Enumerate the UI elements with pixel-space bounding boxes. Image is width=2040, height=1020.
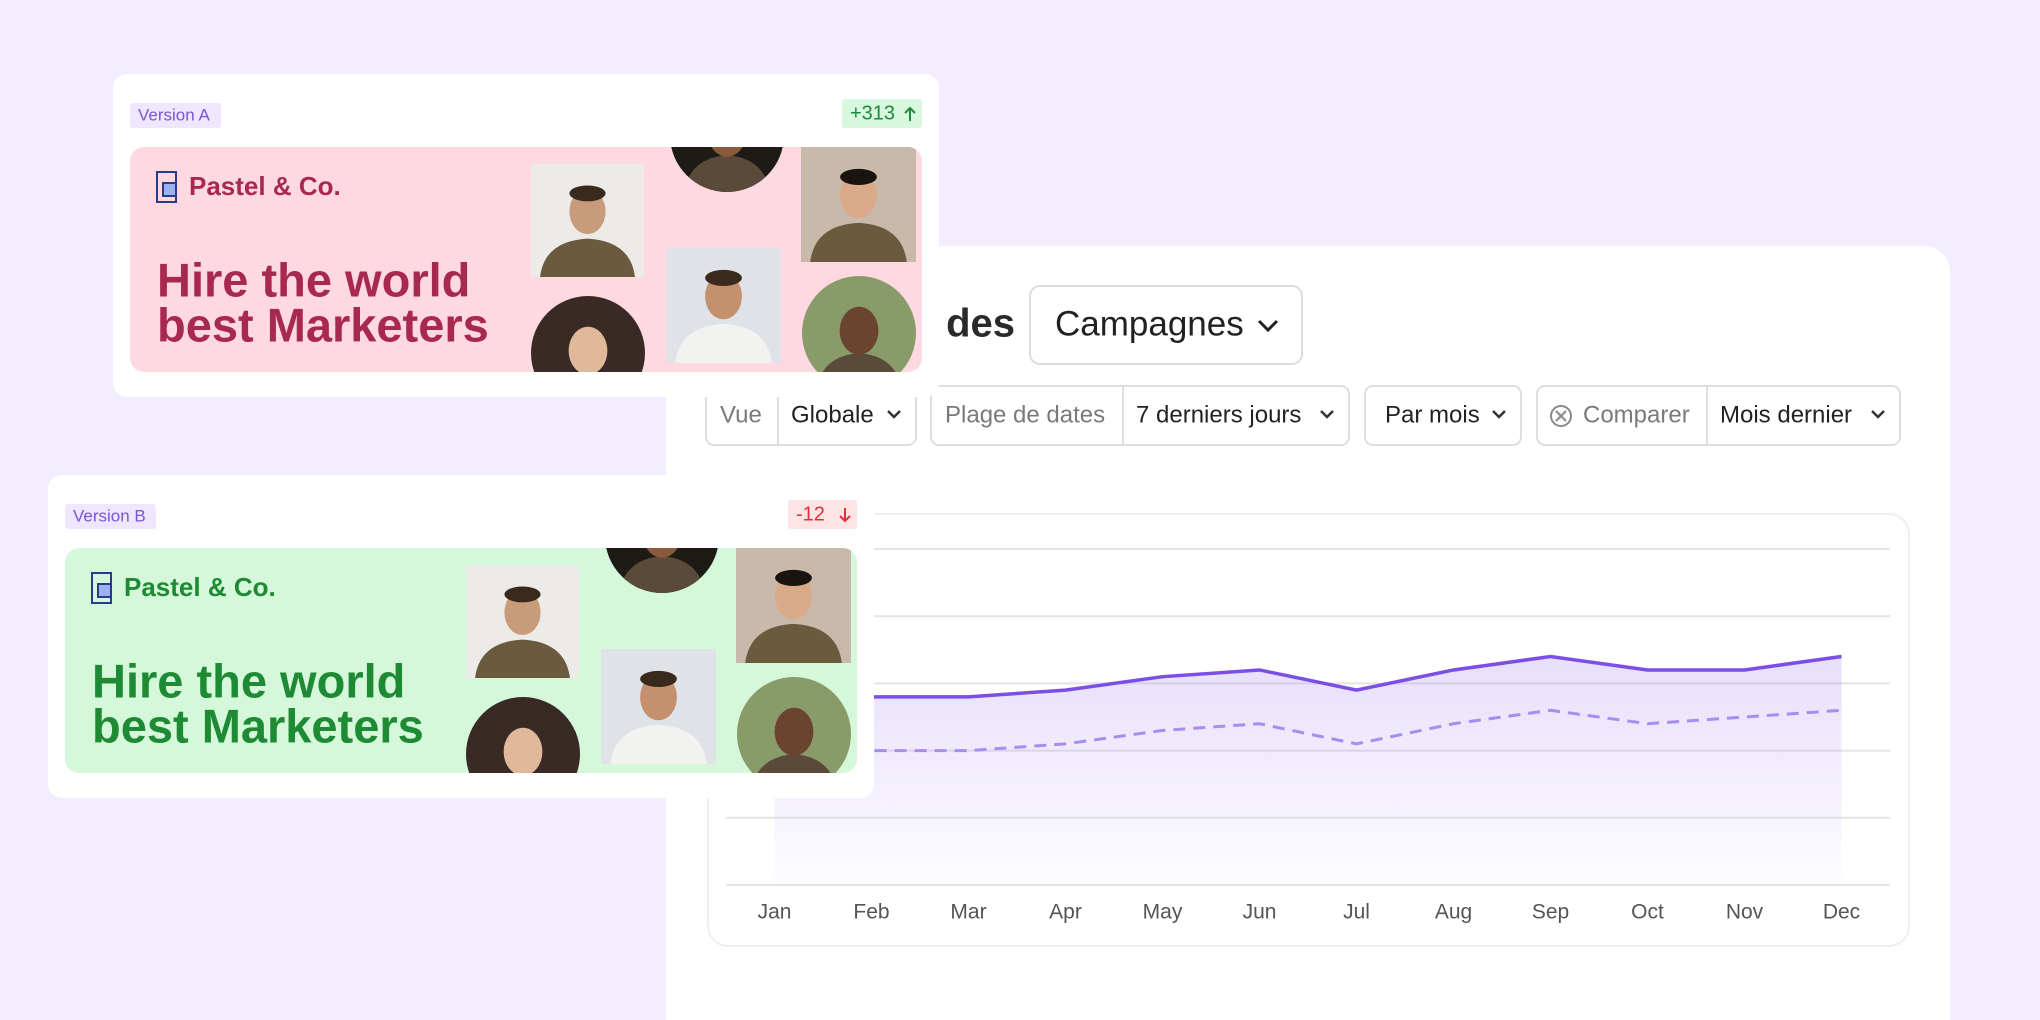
filter-value[interactable]: Globale xyxy=(791,401,874,428)
brand: Pastel & Co. xyxy=(124,572,276,602)
logo-icon xyxy=(97,583,112,598)
x-tick-label: Jul xyxy=(1343,901,1370,924)
photo xyxy=(670,147,784,192)
version-tag xyxy=(130,103,221,128)
photos xyxy=(531,147,916,372)
brand: Pastel & Co. xyxy=(189,171,341,201)
photo xyxy=(605,548,719,593)
filter-group[interactable] xyxy=(1364,385,1522,446)
filter-label: Comparer xyxy=(1583,401,1690,428)
x-tick-label: Aug xyxy=(1435,901,1472,924)
body xyxy=(752,754,836,773)
hair xyxy=(569,185,606,202)
close-icon xyxy=(1555,410,1567,422)
body xyxy=(745,623,842,663)
headline: Hire the world xyxy=(157,253,470,306)
photo xyxy=(531,164,644,277)
arrow-icon xyxy=(904,106,916,121)
dashboard-title: des xyxy=(946,302,1015,346)
headline: best Marketers xyxy=(92,699,424,752)
photo-person xyxy=(503,727,543,773)
ad-card: Version B -12 Pastel & Co. Hire the worldbe… xyxy=(48,475,874,798)
photo xyxy=(466,697,580,773)
headline: best Marketers xyxy=(157,298,489,351)
x-tick-label: Oct xyxy=(1631,901,1664,924)
x-tick-label: Jan xyxy=(758,901,792,924)
x-tick-label: May xyxy=(1143,901,1183,924)
chevron xyxy=(887,410,901,419)
hair xyxy=(640,670,677,687)
ad-card: Version A +313 Pastel & Co. Hire the worldb… xyxy=(113,74,939,397)
head xyxy=(839,306,879,355)
filter-group[interactable] xyxy=(930,385,1350,446)
change-badge xyxy=(788,500,857,529)
body xyxy=(620,556,704,593)
photo-person xyxy=(685,147,769,192)
change-value: -12 xyxy=(796,503,825,525)
photo-person xyxy=(620,548,704,593)
x-tick-label: Mar xyxy=(950,901,986,924)
photo xyxy=(666,248,781,363)
arrow-icon xyxy=(839,508,851,523)
x-tick-label: Apr xyxy=(1049,901,1082,924)
close-icon xyxy=(1550,405,1572,427)
body xyxy=(540,238,635,277)
head xyxy=(503,727,543,773)
body xyxy=(475,639,570,678)
filter-label: Plage de dates xyxy=(945,401,1105,428)
body xyxy=(675,323,772,363)
photo xyxy=(601,649,716,764)
head xyxy=(774,707,814,756)
chevron xyxy=(1320,410,1334,419)
filter-value[interactable]: Par mois xyxy=(1385,401,1480,428)
head xyxy=(568,326,608,372)
filter-value[interactable]: 7 derniers jours xyxy=(1136,401,1301,428)
chevron xyxy=(1492,410,1506,419)
campaign-select-label[interactable]: Campagnes xyxy=(1055,304,1244,343)
version-label: Version A xyxy=(138,105,210,124)
x-tick-label: Jun xyxy=(1243,901,1277,924)
change-value: +313 xyxy=(850,102,895,124)
body xyxy=(610,724,707,764)
filter-group[interactable] xyxy=(1536,385,1901,446)
x-tick-label: Nov xyxy=(1726,901,1764,924)
x-tick-label: Feb xyxy=(853,901,889,924)
version-label: Version B xyxy=(73,506,146,525)
body xyxy=(685,155,769,192)
photo-person xyxy=(752,707,836,773)
hair xyxy=(840,168,877,185)
hair xyxy=(775,569,812,586)
filter-label: Vue xyxy=(720,401,762,428)
photo xyxy=(736,548,851,663)
photo xyxy=(466,565,579,678)
headline: Hire the world xyxy=(92,654,405,707)
campaign-select[interactable] xyxy=(1029,285,1303,365)
x-tick-label: Dec xyxy=(1823,901,1860,924)
photo xyxy=(737,677,851,773)
photo xyxy=(802,276,916,372)
line xyxy=(774,654,1842,699)
logo-icon xyxy=(162,182,177,197)
filter-value[interactable]: Mois dernier xyxy=(1720,401,1852,428)
change-badge xyxy=(842,99,922,128)
x-tick-label: Sep xyxy=(1532,901,1569,924)
body xyxy=(810,222,907,262)
photos xyxy=(466,548,851,773)
photo xyxy=(801,147,916,262)
chevron xyxy=(1871,410,1885,419)
photo-person xyxy=(568,326,608,372)
version-tag xyxy=(65,504,156,529)
photo xyxy=(531,296,645,372)
photo-person xyxy=(817,306,901,372)
hair xyxy=(504,586,541,603)
body xyxy=(817,353,901,372)
photo-bg xyxy=(605,548,719,593)
chevron xyxy=(1257,319,1279,333)
photo-bg xyxy=(670,147,784,192)
hair xyxy=(705,269,742,286)
